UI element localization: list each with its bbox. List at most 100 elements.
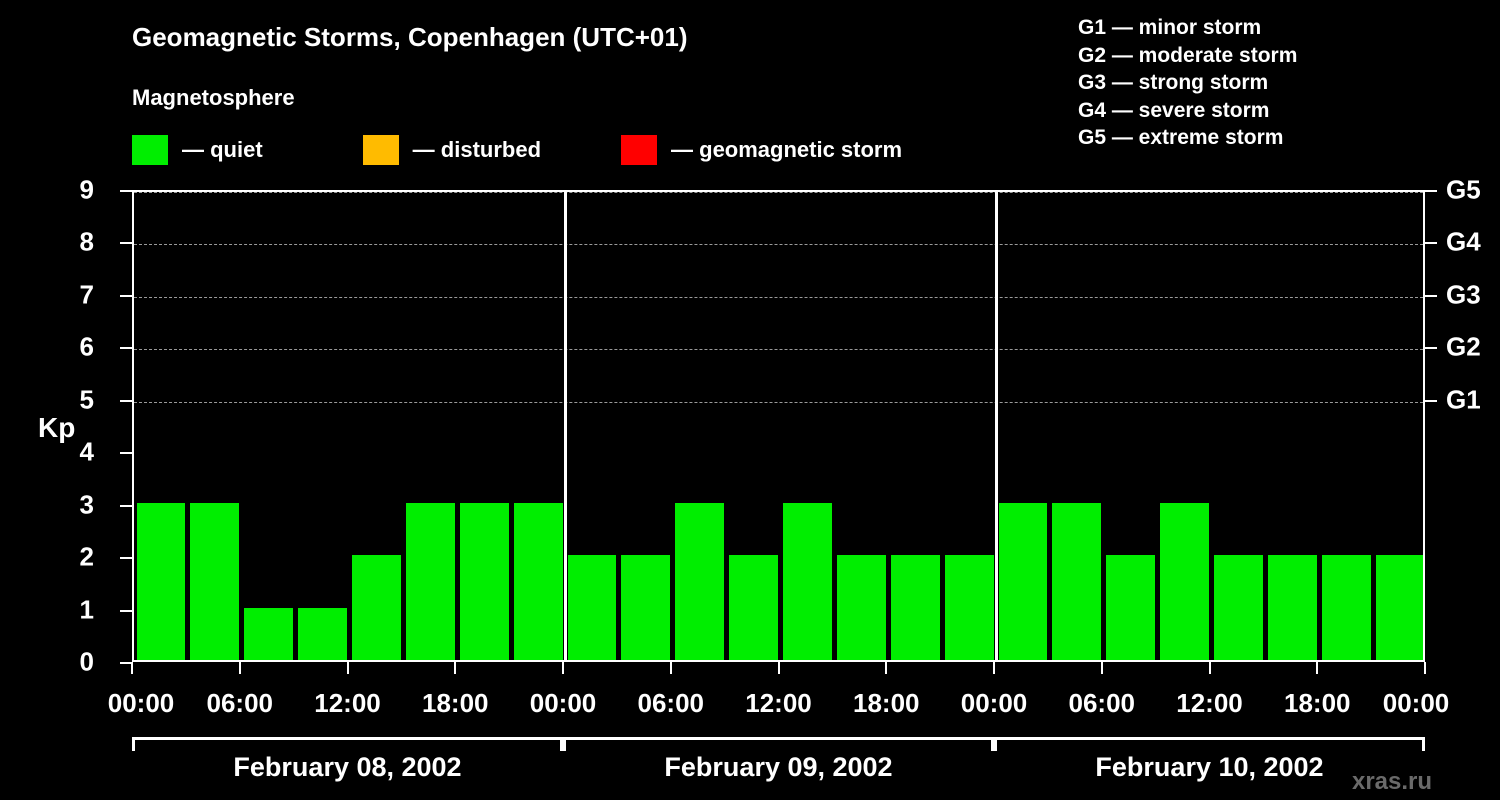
gridline-kp-9 <box>134 192 1423 193</box>
y-axis-label: Kp <box>38 412 76 443</box>
bar <box>459 502 509 660</box>
day-label: February 08, 2002 <box>233 752 462 782</box>
y-tick-mark <box>120 294 132 297</box>
bar <box>405 502 455 660</box>
y-tick-label-1: 1 <box>79 594 94 625</box>
y-tick-mark <box>120 242 132 245</box>
watermark: xras.ru <box>1351 768 1433 795</box>
day-bracket <box>994 737 1425 751</box>
y-tick-mark <box>120 504 132 507</box>
bar <box>190 502 240 660</box>
g-tick-label-G2: G2 <box>1446 331 1481 362</box>
bar <box>729 555 778 660</box>
legend-swatch-storm-icon <box>621 135 658 165</box>
g-legend-row-g4: G4 — severe storm <box>1078 98 1270 122</box>
chart-subtitle: Magnetosphere <box>132 85 295 110</box>
y-tick-mark <box>120 399 132 402</box>
x-tick-mark <box>777 662 780 674</box>
day-label: February 10, 2002 <box>1095 752 1324 782</box>
g-tick-mark <box>1425 347 1437 350</box>
colour-legend: — quiet — disturbed — geomagnetic storm <box>132 133 902 167</box>
gridline-kp-7 <box>134 296 1423 298</box>
x-tick-mark <box>669 662 672 674</box>
x-tick-mark <box>1100 662 1103 674</box>
legend-swatch-quiet-icon <box>132 135 168 165</box>
x-tick-mark <box>131 662 133 674</box>
gridline-kp-6 <box>134 349 1423 351</box>
legend-swatch-disturbed-icon <box>362 135 399 165</box>
y-tick-mark <box>120 662 132 664</box>
bar <box>513 502 563 660</box>
x-tick-mark <box>885 662 888 674</box>
g-tick-mark <box>1425 399 1437 402</box>
y-tick-mark <box>120 190 132 192</box>
bar <box>1106 555 1156 660</box>
x-tick-mark <box>1208 662 1211 674</box>
bar <box>1160 502 1209 660</box>
x-tick-mark <box>993 662 995 674</box>
legend-label-storm: — geomagnetic storm <box>671 137 903 162</box>
bar <box>621 555 671 660</box>
bar <box>1321 555 1371 660</box>
bar <box>836 555 886 660</box>
g-tick-label-G3: G3 <box>1446 279 1481 310</box>
x-tick-label: 12:00 <box>314 688 381 718</box>
x-tick-mark <box>1424 662 1426 674</box>
g-tick-label-G5: G5 <box>1446 174 1481 205</box>
y-tick-label-5: 5 <box>79 384 94 415</box>
x-tick-mark <box>346 662 349 674</box>
day-bracket <box>132 737 563 751</box>
gridline-kp-5 <box>134 401 1423 403</box>
bar <box>675 502 725 660</box>
bar <box>998 502 1048 660</box>
day-bracket <box>563 737 994 751</box>
g-tick-label-G4: G4 <box>1446 226 1481 257</box>
x-tick-label: 12:00 <box>745 688 812 718</box>
day-separator <box>994 192 998 660</box>
legend-label-quiet: — quiet <box>182 137 263 162</box>
x-tick-mark <box>238 662 241 674</box>
y-tick-label-6: 6 <box>79 331 94 362</box>
x-tick-mark <box>454 662 457 674</box>
bar <box>1267 555 1317 660</box>
bar <box>783 502 832 660</box>
x-tick-label: 06:00 <box>206 688 274 718</box>
x-tick-label: 00:00 <box>107 688 175 718</box>
bar <box>244 607 294 660</box>
y-tick-label-8: 8 <box>79 226 94 257</box>
x-tick-mark <box>562 662 564 674</box>
y-tick-label-9: 9 <box>79 174 94 205</box>
gridline-kp-8 <box>134 244 1423 246</box>
x-tick-label: 18:00 <box>422 688 489 718</box>
g-legend-row-g1: G1 — minor storm <box>1078 16 1262 39</box>
g-scale-legend: G1 — minor storm G2 — moderate storm G3 … <box>1078 14 1297 152</box>
x-tick-label: 00:00 <box>1382 688 1450 718</box>
g-legend-row-g5: G5 — extreme storm <box>1078 126 1284 149</box>
y-tick-label-4: 4 <box>79 436 94 467</box>
x-tick-label: 18:00 <box>853 688 920 718</box>
y-tick-label-0: 0 <box>79 646 94 677</box>
plot-area <box>132 190 1425 662</box>
legend-entry-disturbed: — disturbed <box>362 135 542 165</box>
bar <box>1375 555 1423 660</box>
bar <box>890 555 940 660</box>
x-tick-label: 06:00 <box>637 688 705 718</box>
bar <box>1214 555 1263 660</box>
bar <box>1052 502 1102 660</box>
x-tick-mark <box>1316 662 1319 674</box>
g-tick-mark <box>1425 294 1437 297</box>
legend-entry-quiet: — quiet <box>132 135 263 165</box>
legend-label-disturbed: — disturbed <box>412 137 542 162</box>
y-tick-label-7: 7 <box>79 279 94 310</box>
page-title: Geomagnetic Storms, Copenhagen (UTC+01) <box>132 22 688 52</box>
y-tick-mark <box>120 452 132 455</box>
bar <box>298 607 347 660</box>
y-tick-mark <box>120 347 132 350</box>
g-legend-row-g2: G2 — moderate storm <box>1078 43 1298 67</box>
bar <box>944 555 994 660</box>
day-label: February 09, 2002 <box>664 752 893 782</box>
bar <box>136 502 186 660</box>
g-tick-mark <box>1425 190 1437 192</box>
x-tick-label: 06:00 <box>1068 688 1136 718</box>
